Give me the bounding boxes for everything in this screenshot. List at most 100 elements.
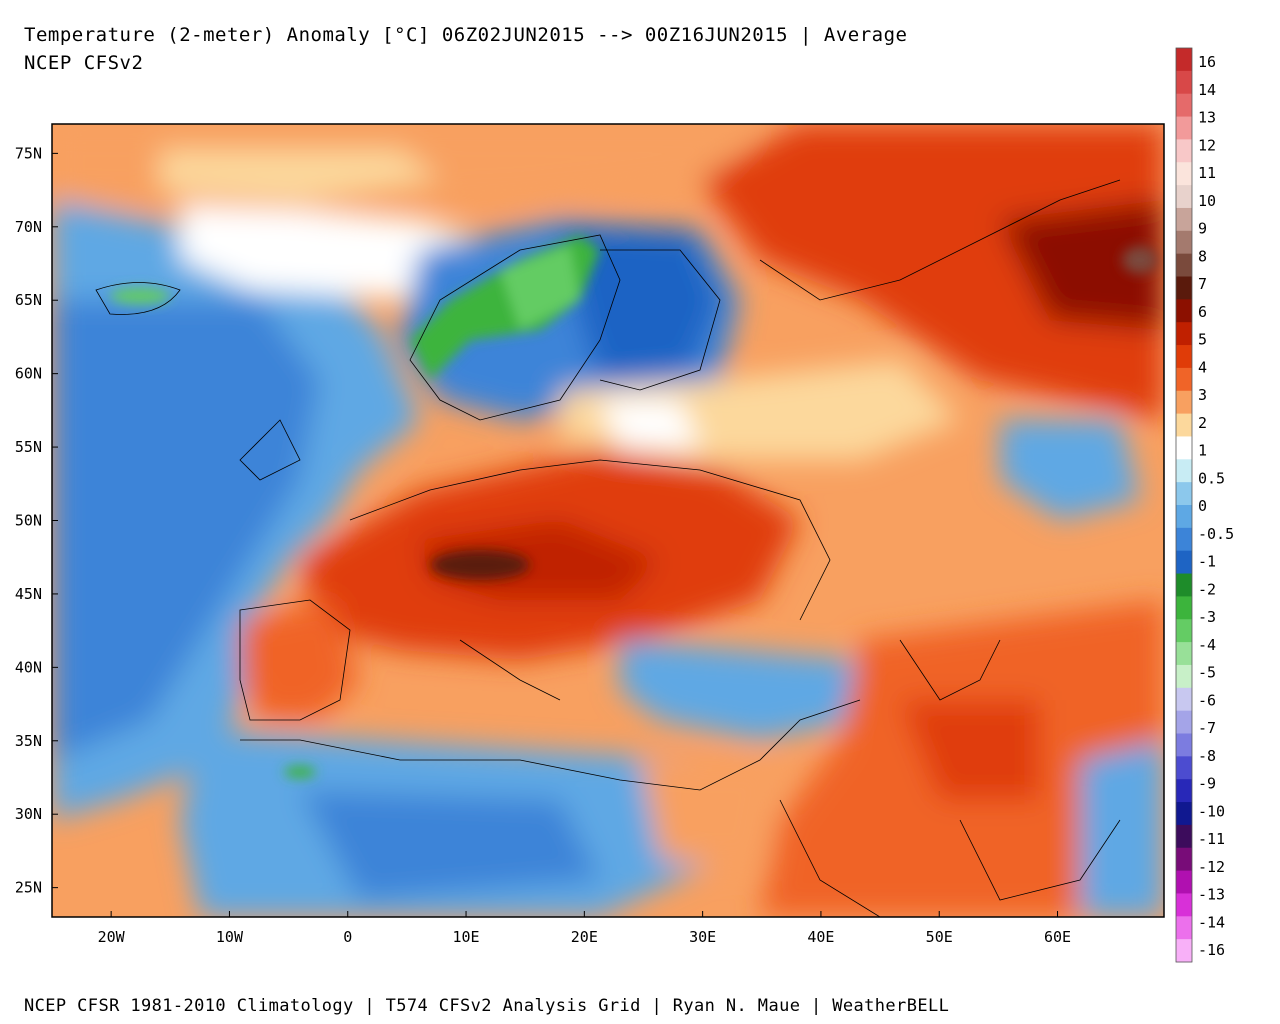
colorbar-cell bbox=[1176, 116, 1192, 140]
colorbar-label: 7 bbox=[1198, 275, 1207, 293]
colorbar-cell bbox=[1176, 733, 1192, 757]
colorbar-label: 8 bbox=[1198, 247, 1207, 265]
colorbar-cell bbox=[1176, 207, 1192, 232]
colorbar-cell bbox=[1176, 459, 1192, 483]
colorbar-label: 6 bbox=[1198, 303, 1207, 321]
colorbar-cell bbox=[1176, 573, 1192, 597]
lat-tick-label: 30N bbox=[15, 805, 42, 823]
colorbar-label: -9 bbox=[1198, 775, 1216, 793]
colorbar-cell bbox=[1176, 162, 1192, 186]
colorbar-cell bbox=[1176, 870, 1192, 894]
colorbar-cell bbox=[1176, 390, 1192, 415]
lat-tick-label: 35N bbox=[15, 732, 42, 750]
colorbar-cell bbox=[1176, 779, 1192, 803]
colorbar-label: 5 bbox=[1198, 331, 1207, 349]
colorbar-cell bbox=[1176, 847, 1192, 872]
lat-tick-label: 40N bbox=[15, 658, 42, 676]
colorbar-cell bbox=[1176, 299, 1192, 323]
colorbar-label: -7 bbox=[1198, 719, 1216, 737]
colorbar-label: -16 bbox=[1198, 941, 1225, 959]
lon-tick-label: 0 bbox=[343, 928, 352, 946]
colorbar-label: 0.5 bbox=[1198, 469, 1225, 487]
colorbar-label: 13 bbox=[1198, 109, 1216, 127]
colorbar-cell bbox=[1176, 687, 1192, 712]
colorbar-label: 3 bbox=[1198, 386, 1207, 404]
colorbar-label: 2 bbox=[1198, 414, 1207, 432]
colorbar-cell bbox=[1176, 230, 1192, 255]
colorbar-label: -8 bbox=[1198, 747, 1216, 765]
colorbar-cell bbox=[1176, 253, 1192, 277]
colorbar-label: -12 bbox=[1198, 858, 1225, 876]
colorbar-label: -13 bbox=[1198, 886, 1225, 904]
colorbar-label: -6 bbox=[1198, 691, 1216, 709]
chart-subtitle: NCEP CFSv2 bbox=[24, 52, 144, 74]
footer-credit: NCEP CFSR 1981-2010 Climatology | T574 C… bbox=[24, 996, 950, 1016]
colorbar-cell bbox=[1176, 756, 1192, 780]
colorbar-cell bbox=[1176, 802, 1192, 826]
colorbar-frame bbox=[1175, 47, 1193, 963]
colorbar-label: 11 bbox=[1198, 164, 1216, 182]
colorbar-cell bbox=[1176, 505, 1192, 529]
colorbar-cell bbox=[1176, 642, 1192, 666]
colorbar-label: 9 bbox=[1198, 220, 1207, 238]
colorbar-label: -2 bbox=[1198, 580, 1216, 598]
colorbar-label: -14 bbox=[1198, 913, 1225, 931]
colorbar-cell bbox=[1176, 482, 1192, 506]
colorbar-cell bbox=[1176, 596, 1192, 620]
colorbar-label: 14 bbox=[1198, 81, 1216, 99]
colorbar-label: -0.5 bbox=[1198, 525, 1234, 543]
lat-tick-label: 75N bbox=[15, 144, 42, 162]
colorbar-label: -3 bbox=[1198, 608, 1216, 626]
colorbar-label: 4 bbox=[1198, 358, 1207, 376]
lat-tick-label: 45N bbox=[15, 585, 42, 603]
colorbar-label: -10 bbox=[1198, 802, 1225, 820]
colorbar-label: -11 bbox=[1198, 830, 1225, 848]
colorbar-cell bbox=[1176, 824, 1192, 849]
longitude-axis: 20W 10W 0 10E 20E 30E 40E 50E 60E bbox=[98, 911, 1071, 946]
colorbar-cell bbox=[1176, 527, 1192, 552]
colorbar-label: 10 bbox=[1198, 192, 1216, 210]
lat-tick-label: 25N bbox=[15, 879, 42, 897]
colorbar-label: 1 bbox=[1198, 442, 1207, 460]
lon-tick-label: 50E bbox=[926, 928, 953, 946]
colorbar-cell bbox=[1176, 413, 1192, 437]
lon-tick-label: 60E bbox=[1044, 928, 1071, 946]
colorbar-cell bbox=[1176, 345, 1192, 369]
lat-tick-label: 50N bbox=[15, 512, 42, 530]
colorbar-cell bbox=[1176, 367, 1192, 392]
lon-tick-label: 20W bbox=[98, 928, 126, 946]
colorbar-cell bbox=[1176, 619, 1192, 643]
colorbar-label: 16 bbox=[1198, 53, 1216, 71]
lon-tick-label: 10E bbox=[452, 928, 479, 946]
colorbar-label: -4 bbox=[1198, 636, 1216, 654]
colorbar-cell bbox=[1176, 48, 1192, 72]
colorbar-cell bbox=[1176, 322, 1192, 346]
colorbar-cell bbox=[1176, 185, 1192, 209]
colorbar-cell bbox=[1176, 276, 1192, 300]
lat-tick-label: 60N bbox=[15, 365, 42, 383]
lat-tick-label: 55N bbox=[15, 438, 42, 456]
lat-tick-label: 70N bbox=[15, 218, 42, 236]
colorbar-label: 0 bbox=[1198, 497, 1207, 515]
chart-title: Temperature (2-meter) Anomaly [°C] 06Z02… bbox=[24, 24, 908, 46]
colorbar-cell bbox=[1176, 436, 1192, 460]
colorbar-cell bbox=[1176, 70, 1192, 95]
colorbar-label: -5 bbox=[1198, 664, 1216, 682]
lon-tick-label: 10W bbox=[216, 928, 244, 946]
colorbar-cell bbox=[1176, 664, 1192, 689]
colorbar-cell bbox=[1176, 893, 1192, 917]
colorbar-cell bbox=[1176, 139, 1192, 163]
colorbar-cell bbox=[1176, 710, 1192, 734]
lon-tick-label: 20E bbox=[571, 928, 598, 946]
colorbar-cell bbox=[1176, 93, 1192, 118]
colorbar-label: -1 bbox=[1198, 553, 1216, 571]
lon-tick-label: 30E bbox=[689, 928, 716, 946]
colorbar-cell bbox=[1176, 550, 1192, 575]
colorbar-cell bbox=[1176, 939, 1192, 963]
colorbar-cell bbox=[1176, 916, 1192, 940]
lat-tick-label: 65N bbox=[15, 291, 42, 309]
latitude-axis: 75N 70N 65N 60N 55N 50N 45N 40N 35N 30N 25N bbox=[15, 144, 58, 897]
coastlines bbox=[95, 179, 1121, 917]
